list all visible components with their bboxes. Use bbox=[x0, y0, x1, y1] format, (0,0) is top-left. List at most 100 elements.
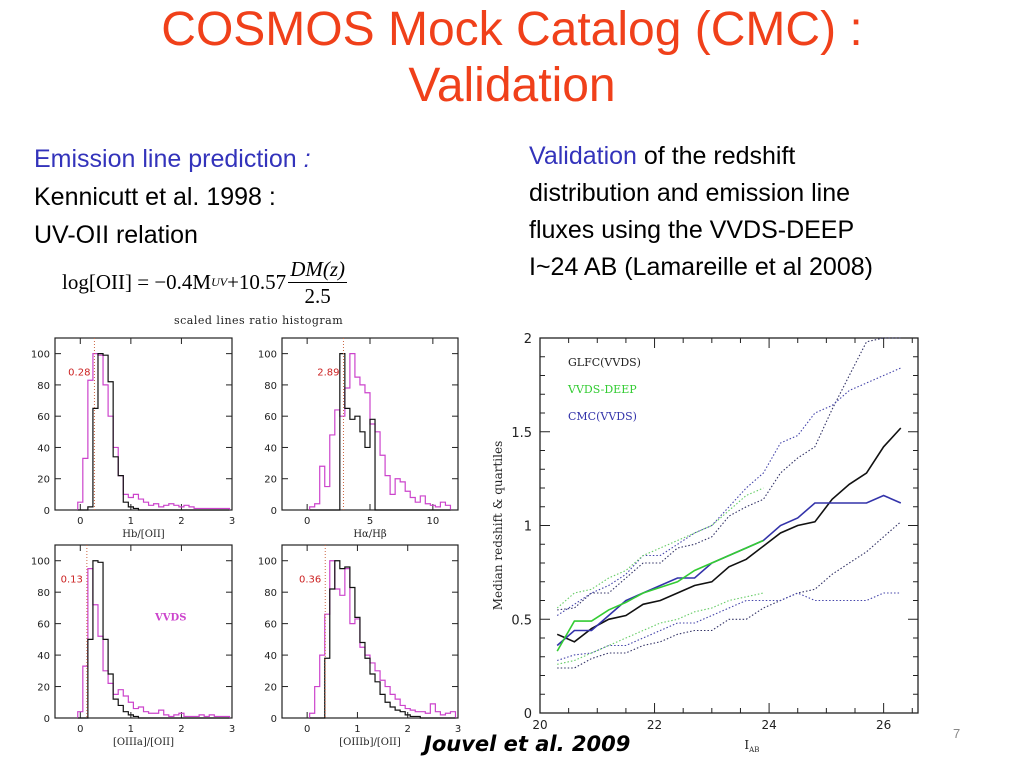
x-tick-label: 2 bbox=[178, 516, 184, 527]
x-tick-label: 22 bbox=[647, 718, 662, 732]
formula-numerator: DM(z) bbox=[288, 257, 348, 283]
histogram-cmc-series bbox=[309, 353, 451, 511]
x-tick-label: 2 bbox=[405, 724, 411, 735]
validation-line2: distribution and emission line bbox=[529, 179, 851, 207]
validation-line1: Validation of the redshift bbox=[529, 138, 873, 175]
y-tick-label: 60 bbox=[37, 412, 50, 423]
emission-heading: Emission line prediction : bbox=[34, 140, 311, 178]
y-tick-label: 40 bbox=[37, 651, 50, 662]
y-tick-label: 0 bbox=[271, 506, 277, 517]
validation-line1-rest: of the redshift bbox=[636, 142, 796, 170]
y-tick-label: 100 bbox=[258, 557, 277, 568]
y-tick-label: 60 bbox=[264, 412, 277, 423]
x-tick-label: 0 bbox=[304, 516, 310, 527]
y-tick-label: 20 bbox=[264, 683, 277, 694]
histogram-vvds-series bbox=[309, 353, 452, 510]
x-axis-label: [OIIIb]/[OII] bbox=[339, 737, 401, 748]
histogram-panel-1: 0 20 40 60 80 100 0 1 2 3 Hb/[OII] 0.28 bbox=[31, 337, 235, 540]
legend-entry: GLFC(VVDS) bbox=[568, 356, 641, 369]
ratio-annotation: 2.89 bbox=[317, 368, 339, 379]
y-tick-label: 40 bbox=[264, 443, 277, 454]
series-glfc-vvds- bbox=[556, 427, 902, 643]
formula-denominator: 2.5 bbox=[304, 284, 331, 308]
histogram-cmc-series bbox=[77, 353, 230, 511]
kennicutt-line: Kennicutt et al. 1998 : bbox=[34, 183, 276, 211]
x-axis-label: IAB bbox=[744, 738, 759, 754]
ratio-annotation: 0.13 bbox=[61, 575, 83, 586]
y-tick-label: 2 bbox=[524, 332, 532, 347]
x-tick-label: 0 bbox=[304, 724, 310, 735]
histogram-panel-3: 0 20 40 60 80 100 0 1 2 3 [OIIIa]/[OII] 0.13 VVDS bbox=[31, 544, 235, 748]
y-tick-label: 60 bbox=[264, 620, 277, 631]
x-tick-label: 5 bbox=[367, 516, 373, 527]
histogram-frame bbox=[54, 544, 233, 719]
redshift-line-chart: 0 0.5 1 1.5 2 20 22 24 26 IAB Median redshift & qu… bbox=[491, 332, 919, 754]
y-tick-label: 0 bbox=[524, 707, 532, 722]
formula-fraction: DM(z) 2.5 bbox=[288, 256, 348, 309]
formula-subscript: UV bbox=[211, 275, 228, 289]
y-tick-label: 1.5 bbox=[511, 426, 532, 441]
y-tick-label: 20 bbox=[37, 475, 50, 486]
legend-entry: CMC(VVDS) bbox=[568, 410, 637, 423]
y-tick-label: 0.5 bbox=[511, 613, 532, 628]
x-tick-label: 1 bbox=[128, 724, 134, 735]
left-text-block: Emission line prediction : Kennicutt et … bbox=[34, 140, 311, 254]
series-glfc-lower-quartile bbox=[557, 521, 902, 669]
slide-title-line1: COSMOS Mock Catalog (CMC) : bbox=[161, 3, 863, 56]
x-tick-label: 26 bbox=[876, 718, 891, 732]
legend-entry: VVDS-DEEP bbox=[567, 383, 637, 396]
histogram-vvds-series bbox=[309, 560, 457, 718]
x-axis-label: Hb/[OII] bbox=[122, 529, 164, 540]
series-vvds-deep-lower-quartile bbox=[557, 592, 764, 665]
validation-highlight: Validation bbox=[529, 142, 637, 170]
y-tick-label: 40 bbox=[264, 651, 277, 662]
y-tick-label: 80 bbox=[264, 381, 277, 392]
series-cmc-vvds- bbox=[556, 494, 902, 647]
series-vvds-deep-upper-quartile bbox=[556, 487, 764, 609]
histogram-vvds-series bbox=[77, 353, 231, 510]
slide-title: COSMOS Mock Catalog (CMC) : Validation bbox=[0, 2, 1024, 114]
y-tick-label: 100 bbox=[258, 350, 277, 361]
histogram-title: scaled lines ratio histogram bbox=[174, 314, 344, 327]
y-tick-label: 20 bbox=[264, 475, 277, 486]
y-tick-label: 80 bbox=[37, 381, 50, 392]
y-tick-label: 0 bbox=[271, 714, 277, 725]
line-chart-frame bbox=[539, 337, 919, 714]
x-tick-label: 20 bbox=[532, 718, 547, 732]
histogram-vvds-series bbox=[77, 567, 231, 718]
validation-line4: I~24 AB (Lamareille et al 2008) bbox=[529, 253, 873, 281]
histogram-frame bbox=[54, 337, 233, 511]
y-tick-label: 80 bbox=[37, 588, 50, 599]
emission-heading-colon: : bbox=[296, 145, 311, 173]
histogram-panel-2: 0 20 40 60 80 100 0 5 10 Hα/Hβ 2.89 bbox=[258, 337, 459, 540]
x-tick-label: 24 bbox=[761, 718, 776, 732]
x-tick-label: 0 bbox=[77, 724, 83, 735]
y-tick-label: 80 bbox=[264, 588, 277, 599]
y-tick-label: 20 bbox=[37, 683, 50, 694]
series-glfc-upper-quartile bbox=[557, 337, 901, 611]
series-cmc-lower-quartile bbox=[557, 592, 901, 662]
histogram-frame bbox=[281, 337, 459, 511]
formula-mid: +10.57 bbox=[227, 270, 287, 294]
emission-heading-text: Emission line prediction bbox=[34, 145, 297, 173]
x-tick-label: 1 bbox=[354, 724, 360, 735]
y-axis-label: Median redshift & quartiles bbox=[491, 441, 505, 610]
oii-formula: log[OII] = −0.4M UV +10.57 DM(z) 2.5 bbox=[62, 256, 348, 309]
vvds-legend-label: VVDS bbox=[154, 612, 186, 623]
series-cmc-upper-quartile bbox=[556, 367, 902, 616]
x-tick-label: 2 bbox=[178, 724, 184, 735]
citation: Jouvel et al. 2009 bbox=[424, 732, 631, 756]
right-text-block: Validation of the redshift distribution … bbox=[529, 138, 873, 286]
x-tick-label: 1 bbox=[128, 516, 134, 527]
x-axis-label: [OIIIa]/[OII] bbox=[113, 737, 174, 748]
histogram-cmc-series bbox=[309, 560, 456, 719]
y-tick-label: 60 bbox=[37, 620, 50, 631]
histogram-cmc-series bbox=[77, 560, 230, 719]
x-tick-label: 10 bbox=[426, 516, 439, 527]
histogram-frame bbox=[281, 544, 459, 719]
y-tick-label: 0 bbox=[44, 506, 50, 517]
y-tick-label: 1 bbox=[524, 520, 532, 535]
ratio-annotation: 0.28 bbox=[68, 368, 90, 379]
